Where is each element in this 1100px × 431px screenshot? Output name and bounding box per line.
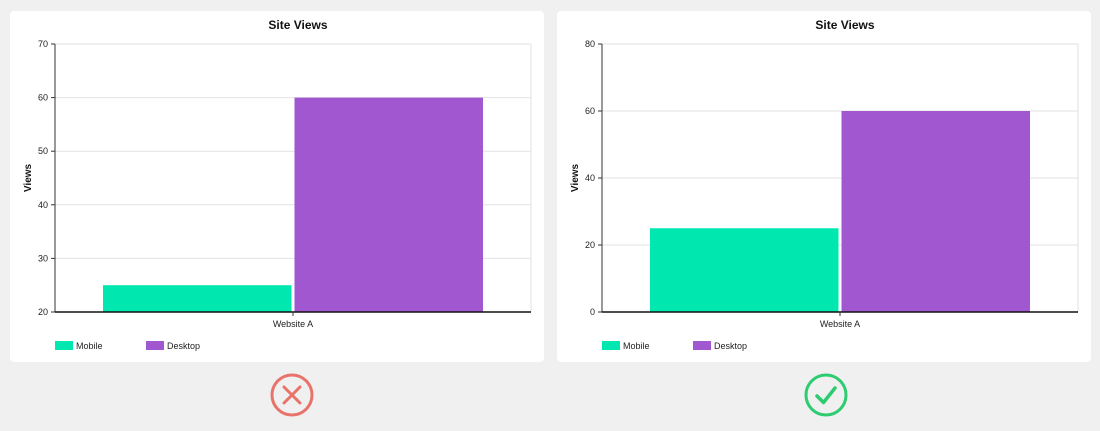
bar-mobile bbox=[650, 228, 839, 312]
chart-title: Site Views bbox=[815, 18, 874, 32]
y-tick-label: 20 bbox=[38, 307, 48, 317]
bar-desktop bbox=[294, 97, 483, 312]
legend-label-desktop: Desktop bbox=[167, 341, 200, 351]
chart-title: Site Views bbox=[268, 18, 327, 32]
y-tick-label: 70 bbox=[38, 39, 48, 49]
legend-swatch-mobile bbox=[55, 341, 73, 350]
x-tick-label: Website A bbox=[820, 319, 860, 329]
bar-mobile bbox=[103, 285, 292, 312]
y-tick-label: 50 bbox=[38, 146, 48, 156]
y-tick-label: 30 bbox=[38, 253, 48, 263]
cross-circle-icon bbox=[270, 373, 314, 417]
chart-card-truncated-axis: Site Views Views 20 30 40 50 60 70 Website A Mobi… bbox=[10, 11, 544, 362]
x-tick-label: Website A bbox=[273, 319, 313, 329]
y-axis-label: Views bbox=[23, 163, 34, 192]
bar-chart-right: Site Views Views 0 20 40 60 80 Website A Mobile D… bbox=[570, 18, 1079, 351]
bar-desktop bbox=[841, 111, 1030, 312]
legend-swatch-desktop bbox=[146, 341, 164, 350]
check-circle-icon bbox=[804, 373, 848, 417]
bar-chart-left: Site Views Views 20 30 40 50 60 70 Website A Mobi… bbox=[23, 18, 532, 351]
legend-label-mobile: Mobile bbox=[623, 341, 650, 351]
legend-label-desktop: Desktop bbox=[714, 341, 747, 351]
chart-card-zero-axis: Site Views Views 0 20 40 60 80 Website A Mobile D… bbox=[557, 11, 1091, 362]
legend-swatch-desktop bbox=[693, 341, 711, 350]
y-tick-label: 60 bbox=[38, 93, 48, 103]
y-tick-label: 0 bbox=[590, 307, 595, 317]
y-tick-label: 40 bbox=[585, 173, 595, 183]
legend-swatch-mobile bbox=[602, 341, 620, 350]
y-tick-label: 80 bbox=[585, 39, 595, 49]
y-tick-label: 60 bbox=[585, 106, 595, 116]
y-tick-label: 40 bbox=[38, 200, 48, 210]
legend-label-mobile: Mobile bbox=[76, 341, 103, 351]
y-axis-label: Views bbox=[570, 163, 581, 192]
y-tick-label: 20 bbox=[585, 240, 595, 250]
